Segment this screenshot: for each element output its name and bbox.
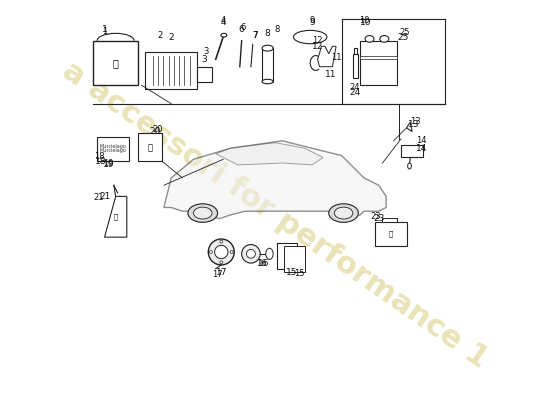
Text: 1: 1 <box>102 27 107 36</box>
Text: 16: 16 <box>256 258 266 268</box>
Ellipse shape <box>380 36 389 42</box>
Text: 11: 11 <box>331 53 342 62</box>
Ellipse shape <box>188 204 218 222</box>
FancyBboxPatch shape <box>145 52 197 89</box>
Ellipse shape <box>294 30 327 44</box>
Text: Murcielago: Murcielago <box>99 144 126 149</box>
FancyBboxPatch shape <box>382 218 397 222</box>
PathPatch shape <box>216 143 323 165</box>
FancyBboxPatch shape <box>97 137 129 161</box>
Text: 13: 13 <box>410 117 420 126</box>
Ellipse shape <box>262 79 273 84</box>
PathPatch shape <box>317 46 336 67</box>
PathPatch shape <box>104 196 127 237</box>
Ellipse shape <box>408 163 411 169</box>
Text: 8: 8 <box>274 25 279 34</box>
Ellipse shape <box>230 250 233 254</box>
Text: 🔰: 🔰 <box>147 144 153 153</box>
FancyBboxPatch shape <box>262 48 273 82</box>
Text: 7: 7 <box>252 31 257 40</box>
Text: 9: 9 <box>310 16 315 25</box>
Text: 6: 6 <box>239 25 245 34</box>
Ellipse shape <box>334 207 353 219</box>
Text: 7: 7 <box>252 31 257 40</box>
Text: 23: 23 <box>371 212 382 221</box>
Text: 9: 9 <box>309 18 315 27</box>
Text: 11: 11 <box>325 70 337 79</box>
Text: 6: 6 <box>241 23 246 32</box>
Text: 25: 25 <box>399 28 410 37</box>
FancyBboxPatch shape <box>360 41 397 85</box>
Text: 19: 19 <box>102 160 114 169</box>
Text: 17: 17 <box>216 268 227 277</box>
Text: 14: 14 <box>416 144 427 153</box>
Text: 15: 15 <box>294 269 304 278</box>
FancyBboxPatch shape <box>360 56 397 59</box>
Text: 15: 15 <box>286 268 298 277</box>
Text: 🔰: 🔰 <box>113 58 119 68</box>
Text: 4: 4 <box>221 18 226 27</box>
Text: 21: 21 <box>99 192 110 201</box>
Text: 12: 12 <box>312 36 323 45</box>
FancyBboxPatch shape <box>277 243 297 269</box>
Text: 4: 4 <box>221 16 225 25</box>
Text: 25: 25 <box>397 32 409 42</box>
Text: 8: 8 <box>265 29 271 38</box>
Text: 16: 16 <box>258 258 270 268</box>
Ellipse shape <box>246 249 255 258</box>
FancyBboxPatch shape <box>401 144 423 158</box>
Text: a accessori for performance 1: a accessori for performance 1 <box>57 56 493 374</box>
Text: 3: 3 <box>204 47 209 56</box>
Ellipse shape <box>208 239 234 265</box>
Ellipse shape <box>329 204 359 222</box>
Ellipse shape <box>241 244 260 263</box>
Text: 20: 20 <box>152 125 162 134</box>
FancyBboxPatch shape <box>284 246 305 272</box>
Ellipse shape <box>221 33 227 37</box>
Text: 24: 24 <box>349 88 360 97</box>
FancyBboxPatch shape <box>353 54 359 78</box>
Text: 24: 24 <box>349 82 360 92</box>
Text: 3: 3 <box>202 55 207 64</box>
Text: 10: 10 <box>360 18 372 27</box>
Text: 2: 2 <box>157 31 163 40</box>
FancyBboxPatch shape <box>197 67 212 82</box>
Text: 🔰: 🔰 <box>113 214 118 220</box>
Text: 18: 18 <box>95 157 107 166</box>
Ellipse shape <box>365 36 374 42</box>
FancyBboxPatch shape <box>375 222 406 246</box>
Text: 13: 13 <box>408 120 420 129</box>
Text: Murcielago: Murcielago <box>99 148 126 152</box>
Text: 21: 21 <box>94 193 104 202</box>
Ellipse shape <box>220 240 223 243</box>
Text: 23: 23 <box>373 214 384 223</box>
Text: 🔰: 🔰 <box>389 231 393 238</box>
Text: 12: 12 <box>312 42 323 51</box>
PathPatch shape <box>164 141 386 219</box>
FancyBboxPatch shape <box>138 133 162 161</box>
Ellipse shape <box>220 261 223 264</box>
Text: 18: 18 <box>94 152 104 161</box>
Ellipse shape <box>266 248 273 259</box>
FancyBboxPatch shape <box>354 48 358 54</box>
Ellipse shape <box>194 207 212 219</box>
Text: 2: 2 <box>168 32 174 42</box>
Text: 10: 10 <box>359 16 369 25</box>
Text: 19: 19 <box>103 158 113 168</box>
Text: 14: 14 <box>416 136 427 144</box>
Polygon shape <box>406 122 412 132</box>
Text: 20: 20 <box>149 127 160 136</box>
Ellipse shape <box>210 250 212 254</box>
FancyBboxPatch shape <box>94 41 138 85</box>
Text: 1: 1 <box>102 25 107 34</box>
Ellipse shape <box>214 245 228 259</box>
Ellipse shape <box>262 45 273 51</box>
Text: 17: 17 <box>212 270 223 280</box>
